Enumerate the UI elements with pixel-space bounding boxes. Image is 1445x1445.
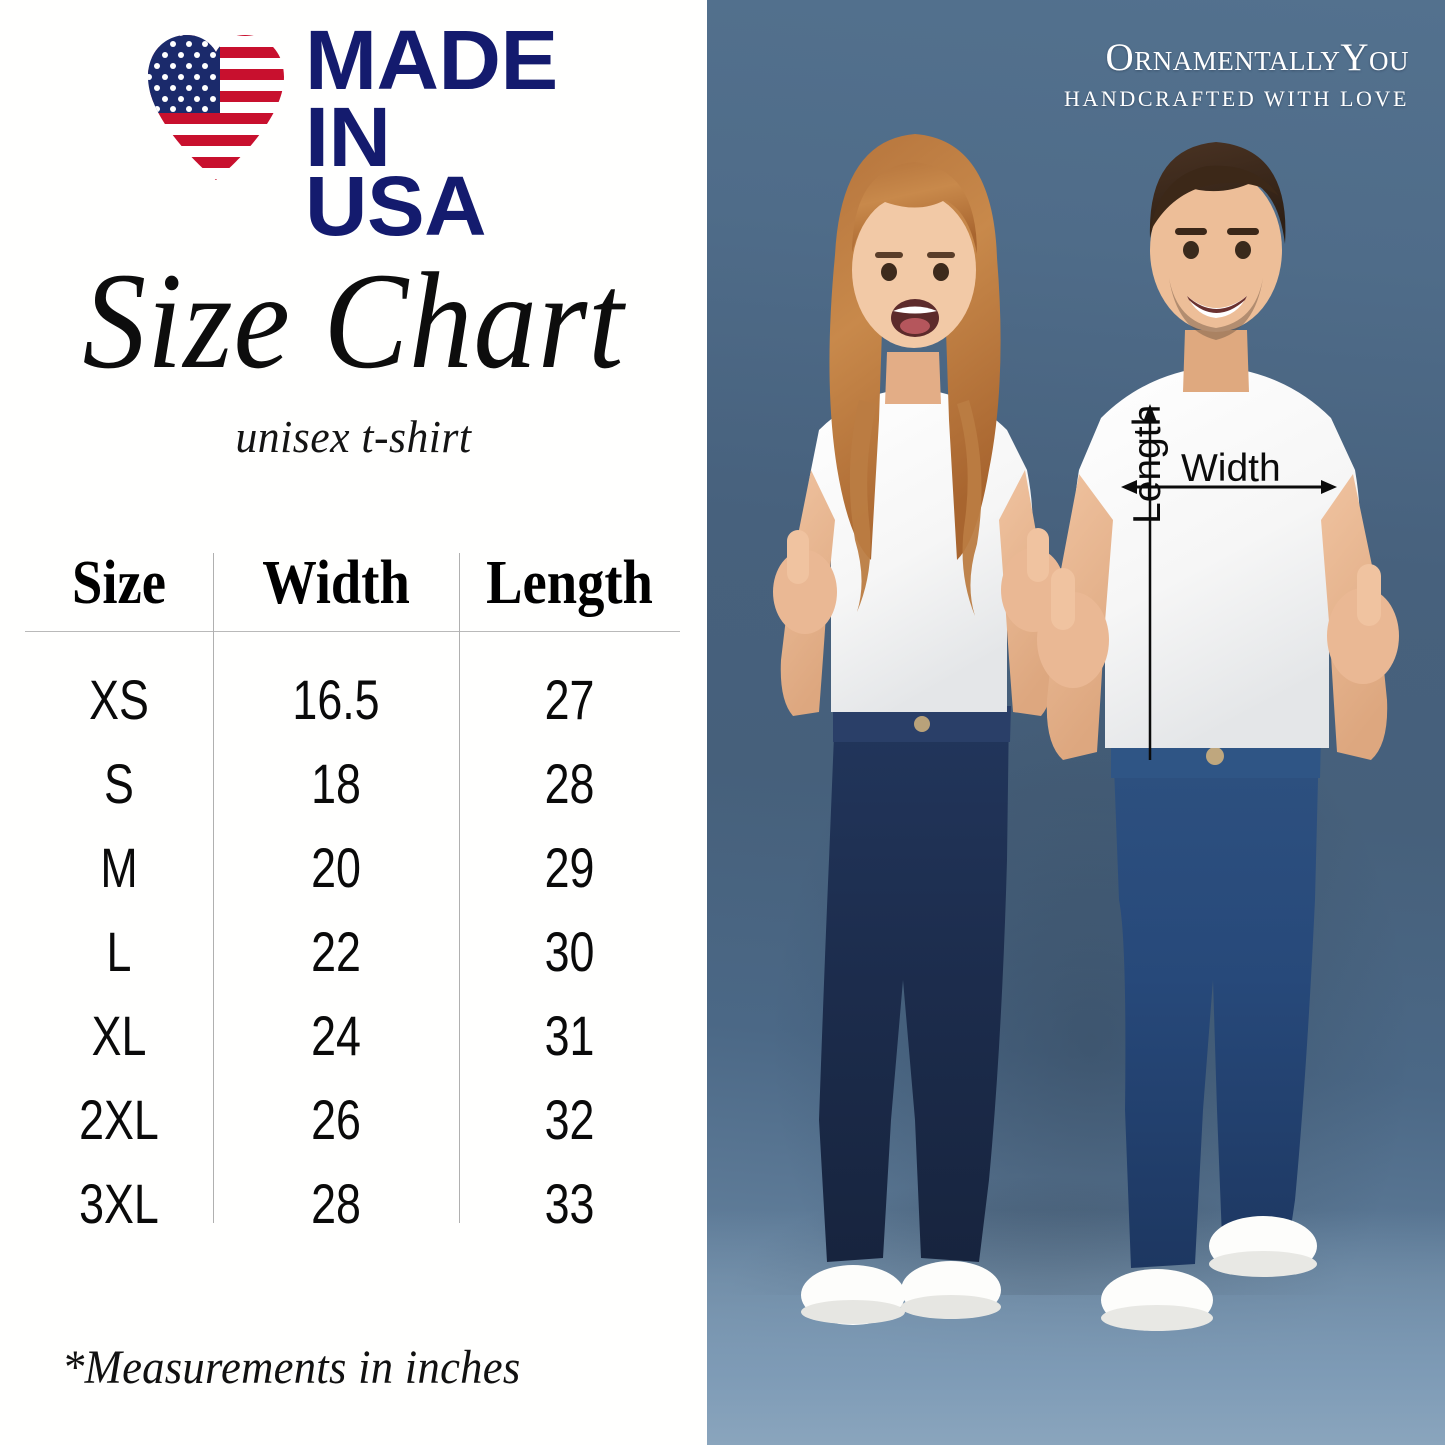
cell-length: 32 bbox=[544, 1088, 595, 1151]
table-header-row: Size Width Length bbox=[25, 548, 680, 630]
cell-size: XL bbox=[91, 1004, 147, 1067]
cell-width: 22 bbox=[311, 920, 361, 983]
models-illustration bbox=[707, 0, 1445, 1445]
cell-width: 16.5 bbox=[292, 668, 380, 731]
man-model bbox=[1037, 142, 1399, 1331]
cell-width: 24 bbox=[311, 1004, 361, 1067]
cell-width: 26 bbox=[311, 1088, 361, 1151]
cell-length: 29 bbox=[544, 836, 595, 899]
cell-width: 20 bbox=[311, 836, 361, 899]
column-header-size: Size bbox=[72, 549, 166, 617]
cell-size: S bbox=[104, 752, 134, 815]
usa-flag-heart-icon bbox=[140, 25, 292, 185]
model-photo: Width Length OrnamentallyYou HANDCRAFTED… bbox=[707, 0, 1445, 1445]
column-header-length: Length bbox=[486, 549, 653, 617]
cell-size: XS bbox=[89, 668, 149, 731]
cell-width: 18 bbox=[311, 752, 361, 815]
size-table: Size Width Length XS 16.5 27 S 18 28 bbox=[25, 548, 680, 1238]
brand-name: OrnamentallyYou bbox=[1105, 36, 1409, 79]
table-row: XS 16.5 27 bbox=[25, 658, 680, 742]
page-subtitle: unisex t-shirt bbox=[235, 411, 472, 462]
brand-tagline: HANDCRAFTED WITH LOVE bbox=[1063, 85, 1409, 111]
made-in-usa-text: MADE IN USA bbox=[305, 18, 575, 248]
cell-size: M bbox=[100, 836, 138, 899]
table-row: 2XL 26 32 bbox=[25, 1078, 680, 1162]
table-row: S 18 28 bbox=[25, 742, 680, 826]
woman-model bbox=[773, 134, 1065, 1325]
column-divider-2 bbox=[459, 553, 460, 1223]
cell-length: 31 bbox=[544, 1004, 595, 1067]
cell-length: 27 bbox=[544, 668, 595, 731]
brand-lockup: OrnamentallyYou HANDCRAFTED WITH LOVE bbox=[1063, 36, 1409, 112]
cell-length: 28 bbox=[544, 752, 595, 815]
cell-size: 3XL bbox=[79, 1172, 159, 1235]
measurement-footnote: *Measurements in inches bbox=[62, 1341, 521, 1394]
table-body: XS 16.5 27 S 18 28 M 20 29 L 22 30 bbox=[25, 658, 680, 1246]
column-header-width: Width bbox=[262, 549, 410, 617]
cell-size: L bbox=[106, 920, 132, 983]
table-row: L 22 30 bbox=[25, 910, 680, 994]
column-divider-1 bbox=[213, 553, 214, 1223]
cell-size: 2XL bbox=[79, 1088, 159, 1151]
badge-line-2: IN USA bbox=[305, 89, 487, 253]
badge-line-1: MADE bbox=[305, 13, 558, 107]
chart-panel: MADE IN USA Size Chart unisex t-shirt Si… bbox=[0, 0, 707, 1445]
cell-width: 28 bbox=[311, 1172, 361, 1235]
cell-length: 33 bbox=[544, 1172, 595, 1235]
page-title: Size Chart bbox=[82, 244, 625, 397]
header-divider bbox=[25, 631, 680, 632]
table-row: 3XL 28 33 bbox=[25, 1162, 680, 1246]
made-in-usa-badge: MADE IN USA bbox=[140, 18, 570, 248]
cell-length: 30 bbox=[544, 920, 595, 983]
table-row: M 20 29 bbox=[25, 826, 680, 910]
table-row: XL 24 31 bbox=[25, 994, 680, 1078]
